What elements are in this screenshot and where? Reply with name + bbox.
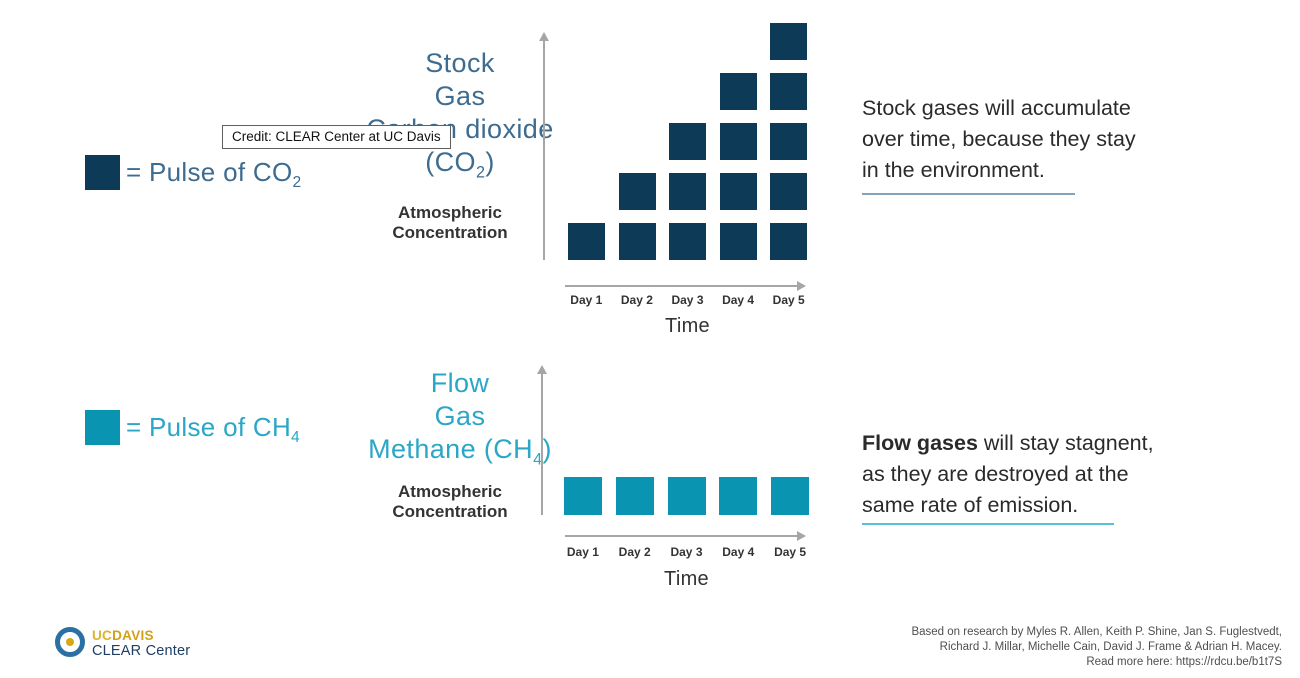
ucdavis-uc: UC	[92, 628, 113, 643]
stock-title-line2: Gas	[434, 81, 486, 111]
stock-title-line1: Stock	[425, 48, 495, 78]
pulse-square	[770, 123, 807, 160]
flow-description-bold: Flow gases	[862, 431, 978, 455]
stock-title-line4-sub: 2	[475, 163, 486, 182]
flow-xaxis-line	[565, 535, 798, 537]
flow-description-text: will stay stagnent, as they are destroye…	[862, 431, 1154, 517]
day-label: Day 4	[722, 545, 755, 559]
stock-yaxis-line	[543, 40, 545, 260]
stock-time-label: Time	[665, 315, 710, 337]
pulse-square	[719, 477, 758, 515]
stock-yaxis-label: Atmospheric Concentration	[392, 203, 508, 242]
flow-gas-title: Flow Gas Methane (CH4)	[355, 367, 565, 476]
pulse-square	[568, 223, 605, 260]
stock-description-text: Stock gases will accumulate over time, b…	[862, 96, 1136, 182]
flow-title-line3: Methane (CH4)	[355, 433, 565, 476]
day-label: Day 1	[566, 545, 599, 559]
pulse-square	[719, 223, 757, 260]
pulse-square	[719, 123, 757, 160]
flow-title-line3-sub: 4	[533, 450, 543, 469]
stock-description-underline	[862, 193, 1075, 195]
co2-legend-label: = Pulse of CO2	[126, 152, 301, 203]
flow-description: Flow gases will stay stagnent, as they a…	[862, 428, 1207, 521]
pulse-square	[770, 73, 807, 110]
stock-description: Stock gases will accumulate over time, b…	[862, 93, 1207, 186]
day-label: Day 2	[618, 545, 651, 559]
flow-description-underline	[862, 523, 1114, 525]
clear-center-wordmark: CLEAR Center	[92, 643, 191, 659]
flow-yaxis-arrowhead-icon	[537, 365, 547, 374]
ch4-legend-swatch	[85, 410, 120, 445]
stock-title-line4: (CO2)	[355, 146, 565, 189]
pulse-square	[770, 23, 807, 60]
pulse-square	[667, 477, 706, 515]
flow-title-line1: Flow	[430, 368, 490, 398]
stock-title-line4-post: )	[485, 147, 495, 177]
pulse-square	[669, 173, 706, 210]
clear-center-logo-icon	[55, 627, 85, 657]
stock-yaxis-arrowhead-icon	[539, 32, 549, 41]
day-label: Day 4	[722, 293, 755, 307]
research-citation: Based on research by Myles R. Allen, Kei…	[911, 626, 1282, 668]
co2-legend-text: = Pulse of CO	[126, 157, 293, 187]
pulse-square	[618, 223, 656, 260]
day-label: Day 3	[670, 545, 703, 559]
co2-legend-swatch	[85, 155, 120, 190]
ucdavis-davis: DAVIS	[112, 628, 154, 643]
credit-tooltip: Credit: CLEAR Center at UC Davis	[222, 125, 451, 149]
ch4-legend-subscript: 4	[291, 429, 301, 447]
pulse-square	[770, 173, 807, 210]
day-label: Day 3	[671, 293, 704, 307]
stock-xaxis-arrowhead-icon	[797, 281, 806, 291]
ch4-legend-label: = Pulse of CH4	[126, 407, 300, 458]
stock-xaxis-line	[565, 285, 798, 287]
flow-title-line2: Gas	[434, 401, 486, 431]
stock-title-line4-pre: (CO	[425, 147, 476, 177]
flow-yaxis-label: Atmospheric Concentration	[392, 482, 508, 521]
stock-squares-grid	[568, 22, 808, 260]
flow-time-label: Time	[664, 568, 709, 590]
day-label: Day 5	[772, 293, 805, 307]
flow-squares-grid	[564, 477, 814, 515]
flow-day-labels: Day 1 Day 2 Day 3 Day 4 Day 5	[557, 545, 816, 559]
day-label: Day 1	[570, 293, 603, 307]
flow-xaxis-arrowhead-icon	[797, 531, 806, 541]
ucdavis-wordmark: UCDAVIS	[92, 628, 154, 643]
pulse-square	[669, 223, 706, 260]
flow-yaxis-line	[541, 373, 543, 515]
pulse-square	[771, 477, 810, 515]
pulse-square	[669, 123, 706, 160]
credit-tooltip-text: Credit: CLEAR Center at UC Davis	[232, 129, 441, 144]
pulse-square	[564, 477, 602, 515]
flow-title-line3-pre: Methane (CH	[368, 434, 534, 464]
day-label: Day 2	[620, 293, 653, 307]
ch4-legend-text: = Pulse of CH	[126, 412, 292, 442]
co2-legend-subscript: 2	[292, 174, 302, 192]
pulse-square	[618, 173, 656, 210]
flow-title-line3-post: )	[542, 434, 552, 464]
pulse-square	[615, 477, 654, 515]
pulse-square	[770, 223, 807, 260]
pulse-square	[719, 73, 757, 110]
stock-gas-title: Stock Gas Carbon dioxide (CO2)	[355, 47, 565, 189]
day-label: Day 5	[774, 545, 807, 559]
pulse-square	[719, 173, 757, 210]
stock-day-labels: Day 1 Day 2 Day 3 Day 4 Day 5	[561, 293, 814, 307]
